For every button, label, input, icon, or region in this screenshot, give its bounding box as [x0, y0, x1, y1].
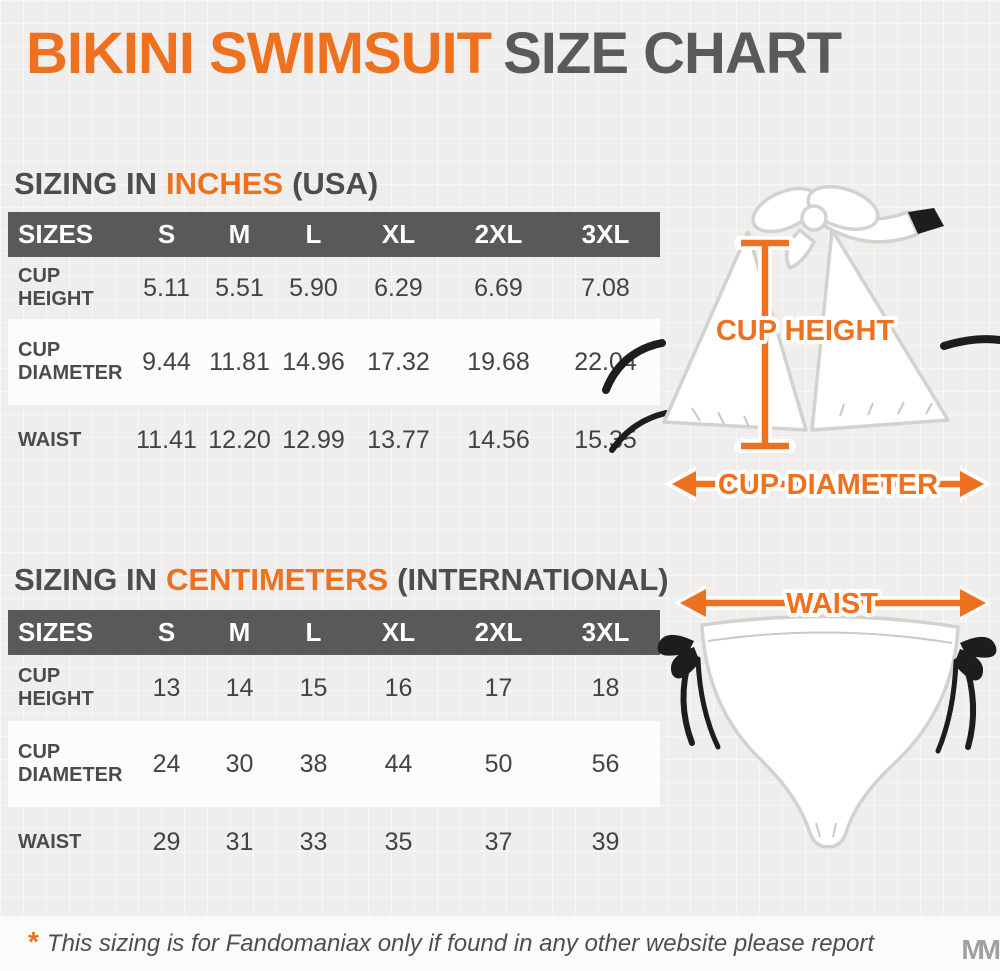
- size-value: 12.20: [208, 425, 271, 454]
- waistband-line: [707, 631, 953, 644]
- waist-measure-arrow: [674, 585, 992, 621]
- table-header-row: SIZES S M L XL 2XL 3XL: [8, 610, 660, 655]
- asterisk-icon: *: [28, 926, 39, 957]
- page-title-accent: BIKINI SWIMSUIT: [26, 21, 492, 86]
- cup-height-label: CUP HEIGHT: [716, 315, 895, 347]
- size-value: 24: [152, 749, 181, 778]
- size-value: 15: [299, 673, 328, 702]
- heading-prefix: SIZING IN: [14, 166, 157, 201]
- size-value: 6.69: [474, 273, 523, 302]
- left-tie-icon: [657, 634, 721, 750]
- row-label: CUP DIAMETER: [18, 339, 123, 384]
- size-value: 12.99: [282, 425, 345, 454]
- heading-suffix: (USA): [292, 166, 379, 201]
- right-tie-icon: [935, 636, 997, 754]
- section-heading-inches: SIZING IN INCHES (USA): [14, 166, 378, 202]
- size-value: 56: [591, 749, 620, 778]
- column-header-3xl: 3XL: [551, 610, 660, 655]
- column-header-m: M: [203, 212, 276, 257]
- page-title-rest: SIZE CHART: [503, 21, 842, 86]
- size-value: 18: [591, 673, 620, 702]
- table-row-waist: WAIST 11.41 12.20 12.99 13.77 14.56 15.3…: [8, 405, 660, 475]
- column-header-2xl: 2XL: [446, 212, 551, 257]
- size-value: 31: [225, 827, 254, 856]
- centimeters-size-table: SIZES S M L XL 2XL 3XL CUP HEIGHT 13 14 …: [8, 610, 660, 877]
- ribbon-tip: [908, 208, 944, 234]
- size-value: 39: [591, 827, 620, 856]
- gather-lines: [815, 822, 837, 838]
- size-value: 14.56: [467, 425, 530, 454]
- bikini-bottom-illustration: WAIST: [657, 584, 997, 849]
- row-label: CUP HEIGHT: [18, 665, 94, 710]
- size-value: 44: [384, 749, 413, 778]
- row-label: WAIST: [18, 830, 82, 853]
- size-value: 11.41: [136, 425, 197, 454]
- row-label: WAIST: [18, 428, 82, 451]
- size-value: 13: [152, 673, 181, 702]
- column-header-xl: XL: [351, 610, 446, 655]
- footer-note-text: This sizing is for Fandomaniax only if f…: [46, 930, 875, 957]
- column-header-2xl: 2XL: [446, 610, 551, 655]
- cup-diameter-measure-arrow: [664, 466, 992, 502]
- size-value: 17: [484, 673, 513, 702]
- size-value: 29: [152, 827, 181, 856]
- size-value: 7.08: [581, 273, 630, 302]
- column-header-sizes: SIZES: [8, 212, 130, 257]
- right-cup: [810, 228, 950, 432]
- size-value: 35: [384, 827, 413, 856]
- size-value: 19.68: [467, 347, 530, 376]
- column-header-sizes: SIZES: [8, 610, 130, 655]
- column-header-l: L: [276, 610, 351, 655]
- page-title: BIKINI SWIMSUIT SIZE CHART: [26, 20, 842, 87]
- bikini-top-illustration: CUP HEIGHT CUP DIAMETER: [602, 185, 1000, 505]
- size-value: 14: [225, 673, 254, 702]
- size-value: 38: [299, 749, 328, 778]
- column-header-m: M: [203, 610, 276, 655]
- waist-label: WAIST: [786, 588, 878, 620]
- size-value: 37: [484, 827, 513, 856]
- size-value: 13.77: [367, 425, 430, 454]
- heading-suffix: (INTERNATIONAL): [397, 562, 669, 597]
- cup-diameter-label: CUP DIAMETER: [718, 469, 938, 501]
- column-header-s: S: [130, 212, 203, 257]
- table-header-row: SIZES S M L XL 2XL 3XL: [8, 212, 660, 257]
- column-header-s: S: [130, 610, 203, 655]
- size-value: 30: [225, 749, 254, 778]
- table-row-waist: WAIST 29 31 33 35 37 39: [8, 807, 660, 877]
- watermark: MM: [961, 934, 1000, 965]
- inches-size-table: SIZES S M L XL 2XL 3XL CUP HEIGHT 5.11 5…: [8, 212, 660, 475]
- column-header-xl: XL: [351, 212, 446, 257]
- heading-prefix: SIZING IN: [14, 562, 157, 597]
- row-label: CUP HEIGHT: [18, 265, 94, 310]
- size-value: 17.32: [367, 347, 430, 376]
- size-value: 14.96: [282, 347, 345, 376]
- strap-icon: [602, 335, 1000, 453]
- table-row-cup-diameter: CUP DIAMETER 24 30 38 44 50 56: [8, 721, 660, 807]
- section-heading-centimeters: SIZING IN CENTIMETERS (INTERNATIONAL): [14, 562, 669, 598]
- gather-lines: [691, 401, 933, 428]
- panty-shape: [700, 614, 960, 849]
- column-header-l: L: [276, 212, 351, 257]
- size-value: 16: [384, 673, 413, 702]
- table-row-cup-height: CUP HEIGHT 5.11 5.51 5.90 6.29 6.69 7.08: [8, 257, 660, 319]
- column-header-3xl: 3XL: [551, 212, 660, 257]
- size-value: 33: [299, 827, 328, 856]
- size-value: 5.51: [215, 273, 264, 302]
- footer: * This sizing is for Fandomaniax only if …: [0, 916, 1000, 971]
- size-value: 6.29: [374, 273, 423, 302]
- size-value: 5.90: [289, 273, 338, 302]
- size-value: 5.11: [143, 273, 190, 302]
- footer-note: * This sizing is for Fandomaniax only if …: [28, 926, 874, 958]
- cup-height-measure-arrow: [734, 236, 796, 453]
- heading-accent: INCHES: [165, 166, 284, 201]
- table-row-cup-height: CUP HEIGHT 13 14 15 16 17 18: [8, 655, 660, 721]
- size-value: 50: [484, 749, 513, 778]
- size-value: 9.44: [142, 347, 191, 376]
- size-value: 11.81: [209, 347, 270, 376]
- row-label: CUP DIAMETER: [18, 741, 123, 786]
- table-row-cup-diameter: CUP DIAMETER 9.44 11.81 14.96 17.32 19.6…: [8, 319, 660, 405]
- bow-icon: [751, 185, 944, 270]
- heading-accent: CENTIMETERS: [165, 562, 389, 597]
